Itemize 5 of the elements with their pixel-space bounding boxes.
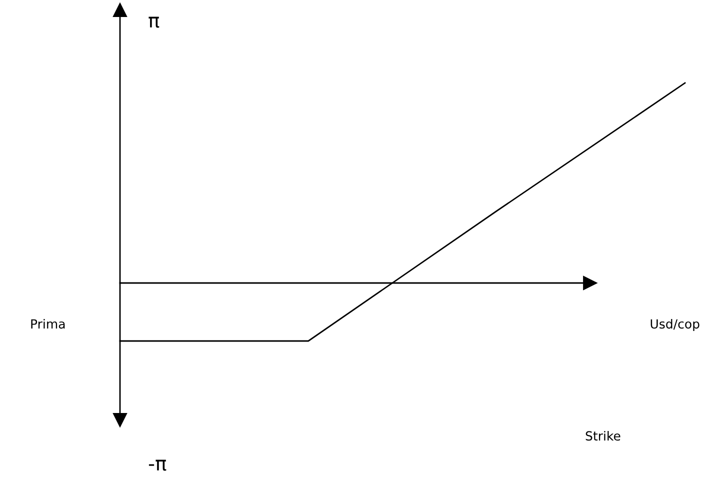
text: π [148,16,160,28]
text: -π [148,460,166,471]
text: Strike [586,430,620,441]
annotation: Usd/cop [650,318,700,332]
annotation: Prima [31,318,65,329]
